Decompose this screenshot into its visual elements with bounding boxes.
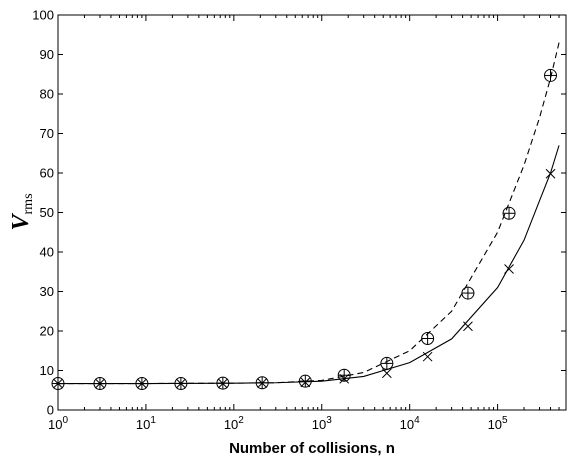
circle-plus-marker [461, 286, 475, 300]
y-tick-label: 60 [40, 166, 54, 181]
y-tick-label: 70 [40, 126, 54, 141]
y-axis-label-sub: rms [21, 193, 36, 214]
x-marker [176, 378, 186, 389]
x-marker-stroke [176, 378, 186, 389]
x-marker [504, 264, 514, 274]
x-tick-label-base: 10 [136, 417, 150, 432]
y-tick-label: 0 [47, 403, 54, 418]
x-tick-label: 104 [400, 415, 420, 432]
x-marker-stroke [463, 321, 473, 332]
y-tick-label: 50 [40, 205, 54, 220]
x-tick-label-exponent: 4 [414, 415, 420, 426]
circle-plus-marker [502, 206, 516, 220]
x-marker-stroke [422, 351, 433, 362]
x-marker-stroke [217, 378, 228, 389]
x-marker-stroke [381, 368, 392, 379]
x-tick-label-base: 10 [224, 417, 238, 432]
dashed-fit-curve [58, 42, 560, 385]
circle-plus-marker [380, 356, 394, 370]
x-tick-label-exponent: 2 [238, 415, 244, 426]
x-marker-stroke [339, 373, 350, 384]
x-marker [463, 321, 473, 332]
markers-layer [51, 68, 558, 391]
solid-fit-curve [58, 145, 560, 385]
circle-plus-marker [544, 68, 558, 82]
x-tick-label: 101 [136, 415, 156, 432]
x-marker [300, 377, 311, 388]
x-tick-label-exponent: 1 [150, 415, 156, 426]
x-marker [257, 378, 268, 388]
x-marker [381, 368, 392, 379]
plot-frame [57, 14, 567, 411]
x-tick-label: 103 [312, 415, 332, 432]
x-tick-label: 105 [488, 415, 508, 432]
y-tick-label: 90 [40, 47, 54, 62]
x-marker-stroke [137, 378, 147, 389]
x-marker-stroke [504, 264, 514, 274]
x-tick-label-base: 10 [48, 417, 62, 432]
x-tick-label: 100 [48, 415, 68, 432]
x-tick-label-exponent: 3 [326, 415, 332, 426]
x-tick-label-base: 10 [488, 417, 502, 432]
y-tick-label: 40 [40, 245, 54, 260]
x-marker [217, 378, 228, 389]
y-tick-label: 100 [32, 8, 54, 23]
x-tick-label-base: 10 [312, 417, 326, 432]
x-marker [95, 378, 105, 389]
y-axis-label: Vrms [8, 193, 36, 230]
x-tick-label-base: 10 [400, 417, 414, 432]
x-marker-stroke [545, 168, 556, 179]
curves-layer [58, 42, 560, 385]
x-marker-stroke [257, 378, 268, 388]
x-marker-stroke [95, 378, 105, 389]
y-axis-label-main: V [8, 213, 34, 231]
circle-plus-marker [421, 332, 435, 346]
x-marker-stroke [300, 377, 311, 388]
x-marker [422, 351, 433, 362]
x-axis-label: Number of collisions, n [229, 440, 395, 457]
y-tick-label: 10 [40, 363, 54, 378]
x-tick-label-exponent: 0 [62, 415, 68, 426]
x-marker [137, 378, 147, 389]
x-marker [339, 373, 350, 384]
y-tick-label: 80 [40, 87, 54, 102]
circle-plus-marker [298, 374, 312, 388]
x-tick-label-exponent: 5 [502, 415, 508, 426]
x-tick-label: 102 [224, 415, 244, 432]
svg-text:Vrms: Vrms [8, 193, 36, 230]
y-tick-label: 20 [40, 324, 54, 339]
x-marker [545, 168, 556, 179]
y-tick-label: 30 [40, 284, 54, 299]
